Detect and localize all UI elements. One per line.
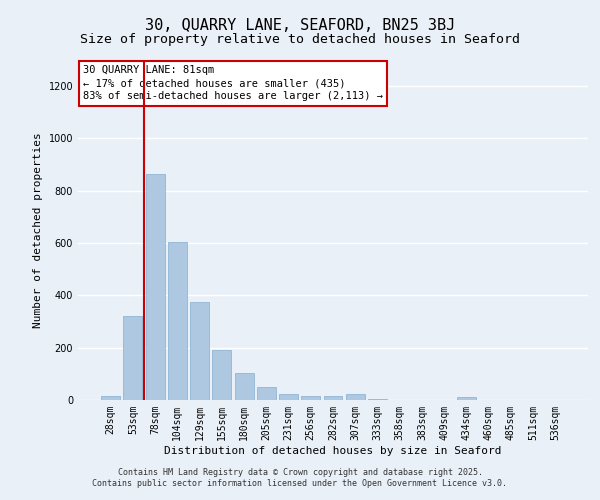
Bar — [279, 394, 298, 400]
Bar — [301, 396, 320, 400]
Bar — [257, 387, 276, 400]
Bar — [101, 396, 120, 400]
X-axis label: Distribution of detached houses by size in Seaford: Distribution of detached houses by size … — [164, 446, 502, 456]
Bar — [190, 302, 209, 400]
Text: Size of property relative to detached houses in Seaford: Size of property relative to detached ho… — [80, 32, 520, 46]
Y-axis label: Number of detached properties: Number of detached properties — [33, 132, 43, 328]
Bar — [168, 242, 187, 400]
Text: 30, QUARRY LANE, SEAFORD, BN25 3BJ: 30, QUARRY LANE, SEAFORD, BN25 3BJ — [145, 18, 455, 32]
Bar — [146, 174, 164, 400]
Bar — [235, 372, 254, 400]
Bar — [346, 394, 365, 400]
Bar — [368, 398, 387, 400]
Text: Contains HM Land Registry data © Crown copyright and database right 2025.
Contai: Contains HM Land Registry data © Crown c… — [92, 468, 508, 487]
Text: 30 QUARRY LANE: 81sqm
← 17% of detached houses are smaller (435)
83% of semi-det: 30 QUARRY LANE: 81sqm ← 17% of detached … — [83, 65, 383, 102]
Bar — [323, 396, 343, 400]
Bar — [124, 316, 142, 400]
Bar — [457, 397, 476, 400]
Bar — [212, 350, 231, 400]
